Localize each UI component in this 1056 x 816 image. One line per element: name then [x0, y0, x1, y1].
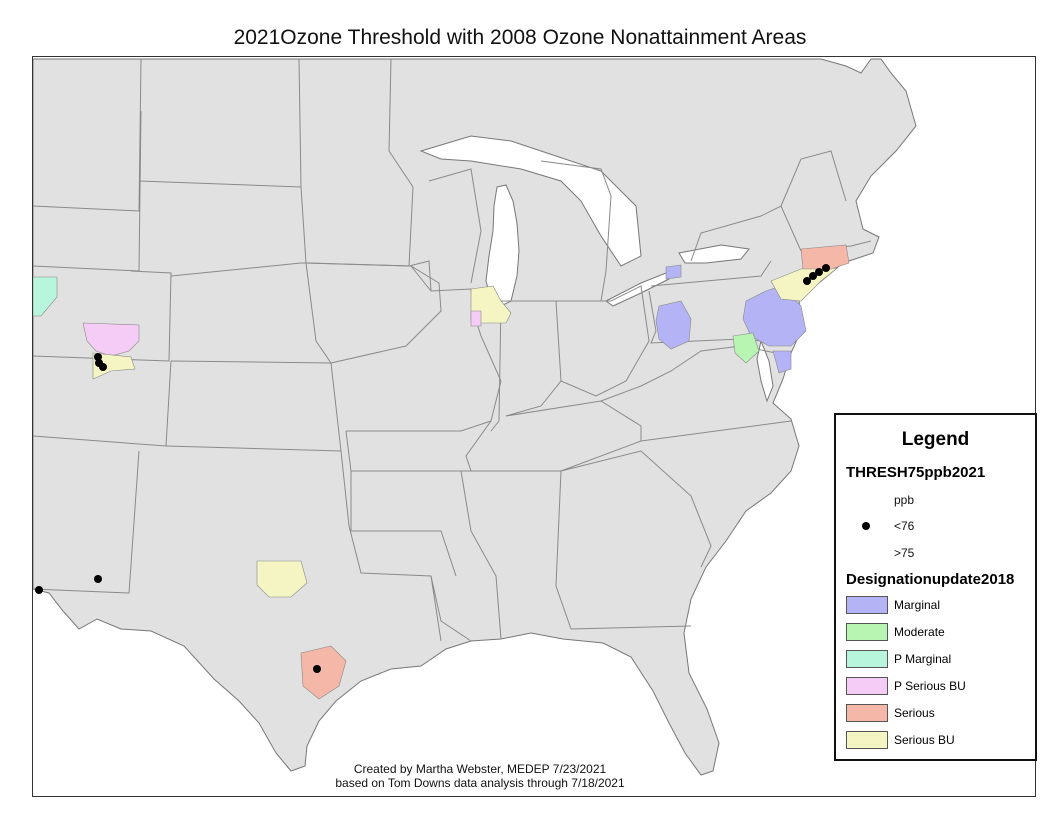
- swatch-marginal: [846, 596, 888, 614]
- monitor-dot: [35, 586, 43, 594]
- legend-dot-icon: [862, 522, 870, 530]
- area-p-serious-bu-utah: [82, 322, 140, 357]
- lake-erie: [605, 272, 670, 307]
- swatch-moderate: [846, 623, 888, 641]
- monitor-dot: [94, 575, 102, 583]
- credit-line-2: based on Tom Downs data analysis through…: [335, 776, 625, 790]
- swatch-serious-bu: [846, 731, 888, 749]
- area-serious-bu-utah: [92, 352, 136, 380]
- great-lakes-north: [419, 135, 642, 267]
- area-serious-connecticut: [800, 244, 850, 270]
- lake-ontario: [678, 244, 750, 264]
- area-marginal-philadelphia: [742, 285, 807, 347]
- area-marginal-erie: [665, 264, 682, 280]
- area-p-serious-bu-chicago: [470, 310, 482, 327]
- map-title: 2021Ozone Threshold with 2008 Ozone Nona…: [233, 26, 807, 49]
- legend-threshold-layer: THRESH75ppb2021: [846, 464, 986, 481]
- monitor-dot: [822, 264, 830, 272]
- area-p-marginal-wyoming: [33, 276, 58, 317]
- monitor-dot: [803, 277, 811, 285]
- chesapeake-bay: [756, 339, 774, 403]
- legend-title: Legend: [901, 429, 970, 450]
- swatch-p-serious-bu: [846, 677, 888, 695]
- area-marginal-delaware: [772, 350, 792, 374]
- legend-label-p-serious-bu: P Serious BU: [894, 679, 966, 693]
- map-credit: Created by Martha Webster, MEDEP 7/23/20…: [260, 762, 700, 790]
- legend-panel: Legend THRESH75ppb2021 ppb <76 >75 Desig…: [834, 413, 1037, 761]
- swatch-p-marginal: [846, 650, 888, 668]
- lake-michigan: [485, 184, 520, 307]
- legend-label-moderate: Moderate: [894, 625, 945, 639]
- legend-designation-layer: Designationupdate2018: [846, 571, 1015, 588]
- monitor-dot: [94, 353, 102, 361]
- monitor-dot: [313, 665, 321, 673]
- us-map: [33, 58, 917, 776]
- monitor-dot: [809, 272, 817, 280]
- credit-line-1: Created by Martha Webster, MEDEP 7/23/20…: [353, 762, 607, 776]
- legend-label-serious: Serious: [894, 706, 935, 720]
- area-serious-bu-dallas: [256, 560, 308, 598]
- legend-threshold-unit: ppb: [894, 493, 915, 507]
- area-moderate-baltimore: [732, 332, 760, 364]
- swatch-serious: [846, 704, 888, 722]
- legend-threshold-high: >75: [894, 546, 915, 560]
- monitor-dot: [815, 268, 823, 276]
- legend-threshold-low: <76: [894, 519, 915, 533]
- legend-label-serious-bu: Serious BU: [894, 733, 955, 747]
- monitor-dot: [99, 363, 107, 371]
- legend-label-marginal: Marginal: [894, 598, 941, 612]
- legend-label-p-marginal: P Marginal: [894, 652, 952, 666]
- us-landmass: [33, 58, 917, 776]
- area-serious-houston: [300, 645, 347, 700]
- monitor-markers: [35, 264, 830, 673]
- nonattainment-areas: [33, 244, 850, 700]
- area-marginal-pittsburgh: [655, 300, 692, 350]
